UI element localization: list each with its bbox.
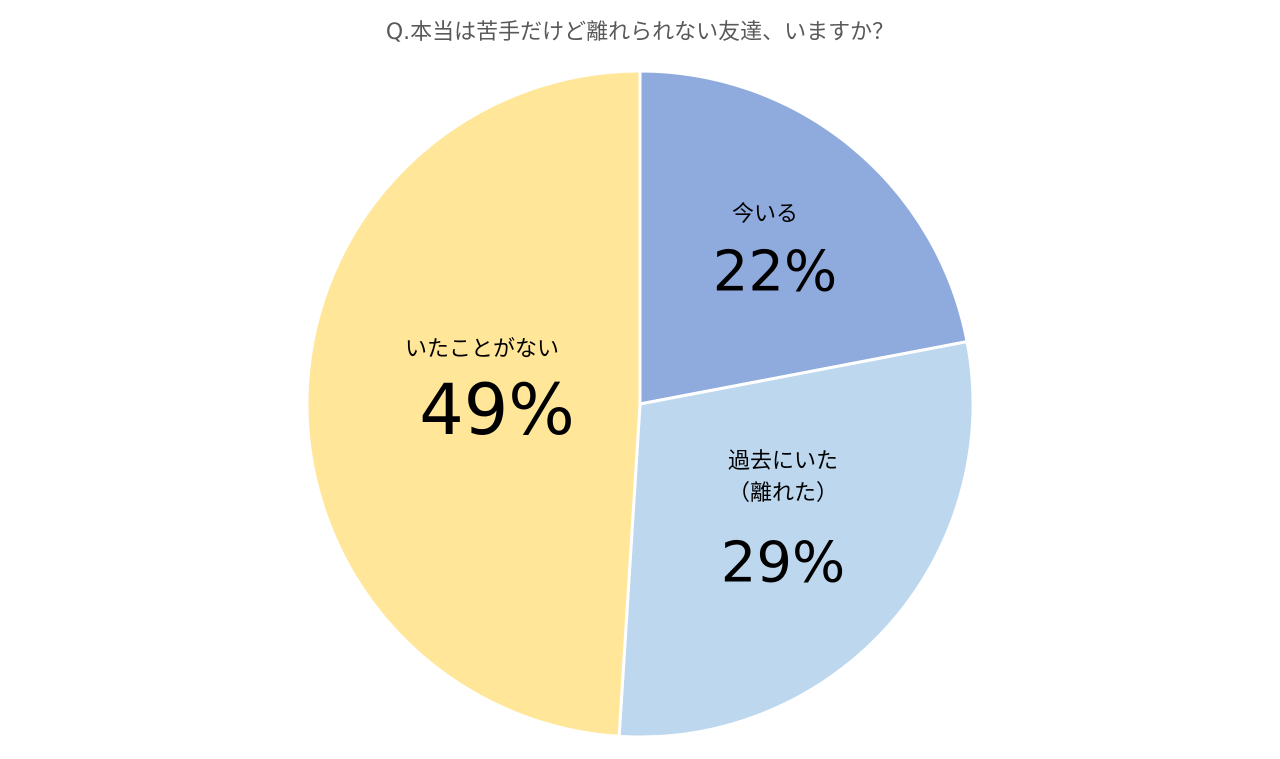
value-label: 22% [712, 239, 838, 305]
value-label: 49% [419, 369, 575, 451]
slice-label: いたことがない [404, 337, 560, 363]
value-label: 29% [720, 530, 846, 596]
pie-slice [305, 69, 642, 738]
slice-label: 過去にいた （離れた） [727, 449, 839, 506]
chart-title: Q.本当は苦手だけど離れられない友達、いますか？ [385, 20, 895, 45]
pie-slice [638, 69, 969, 406]
pie-slice [617, 339, 975, 739]
slice-label: 今いる [731, 202, 799, 228]
